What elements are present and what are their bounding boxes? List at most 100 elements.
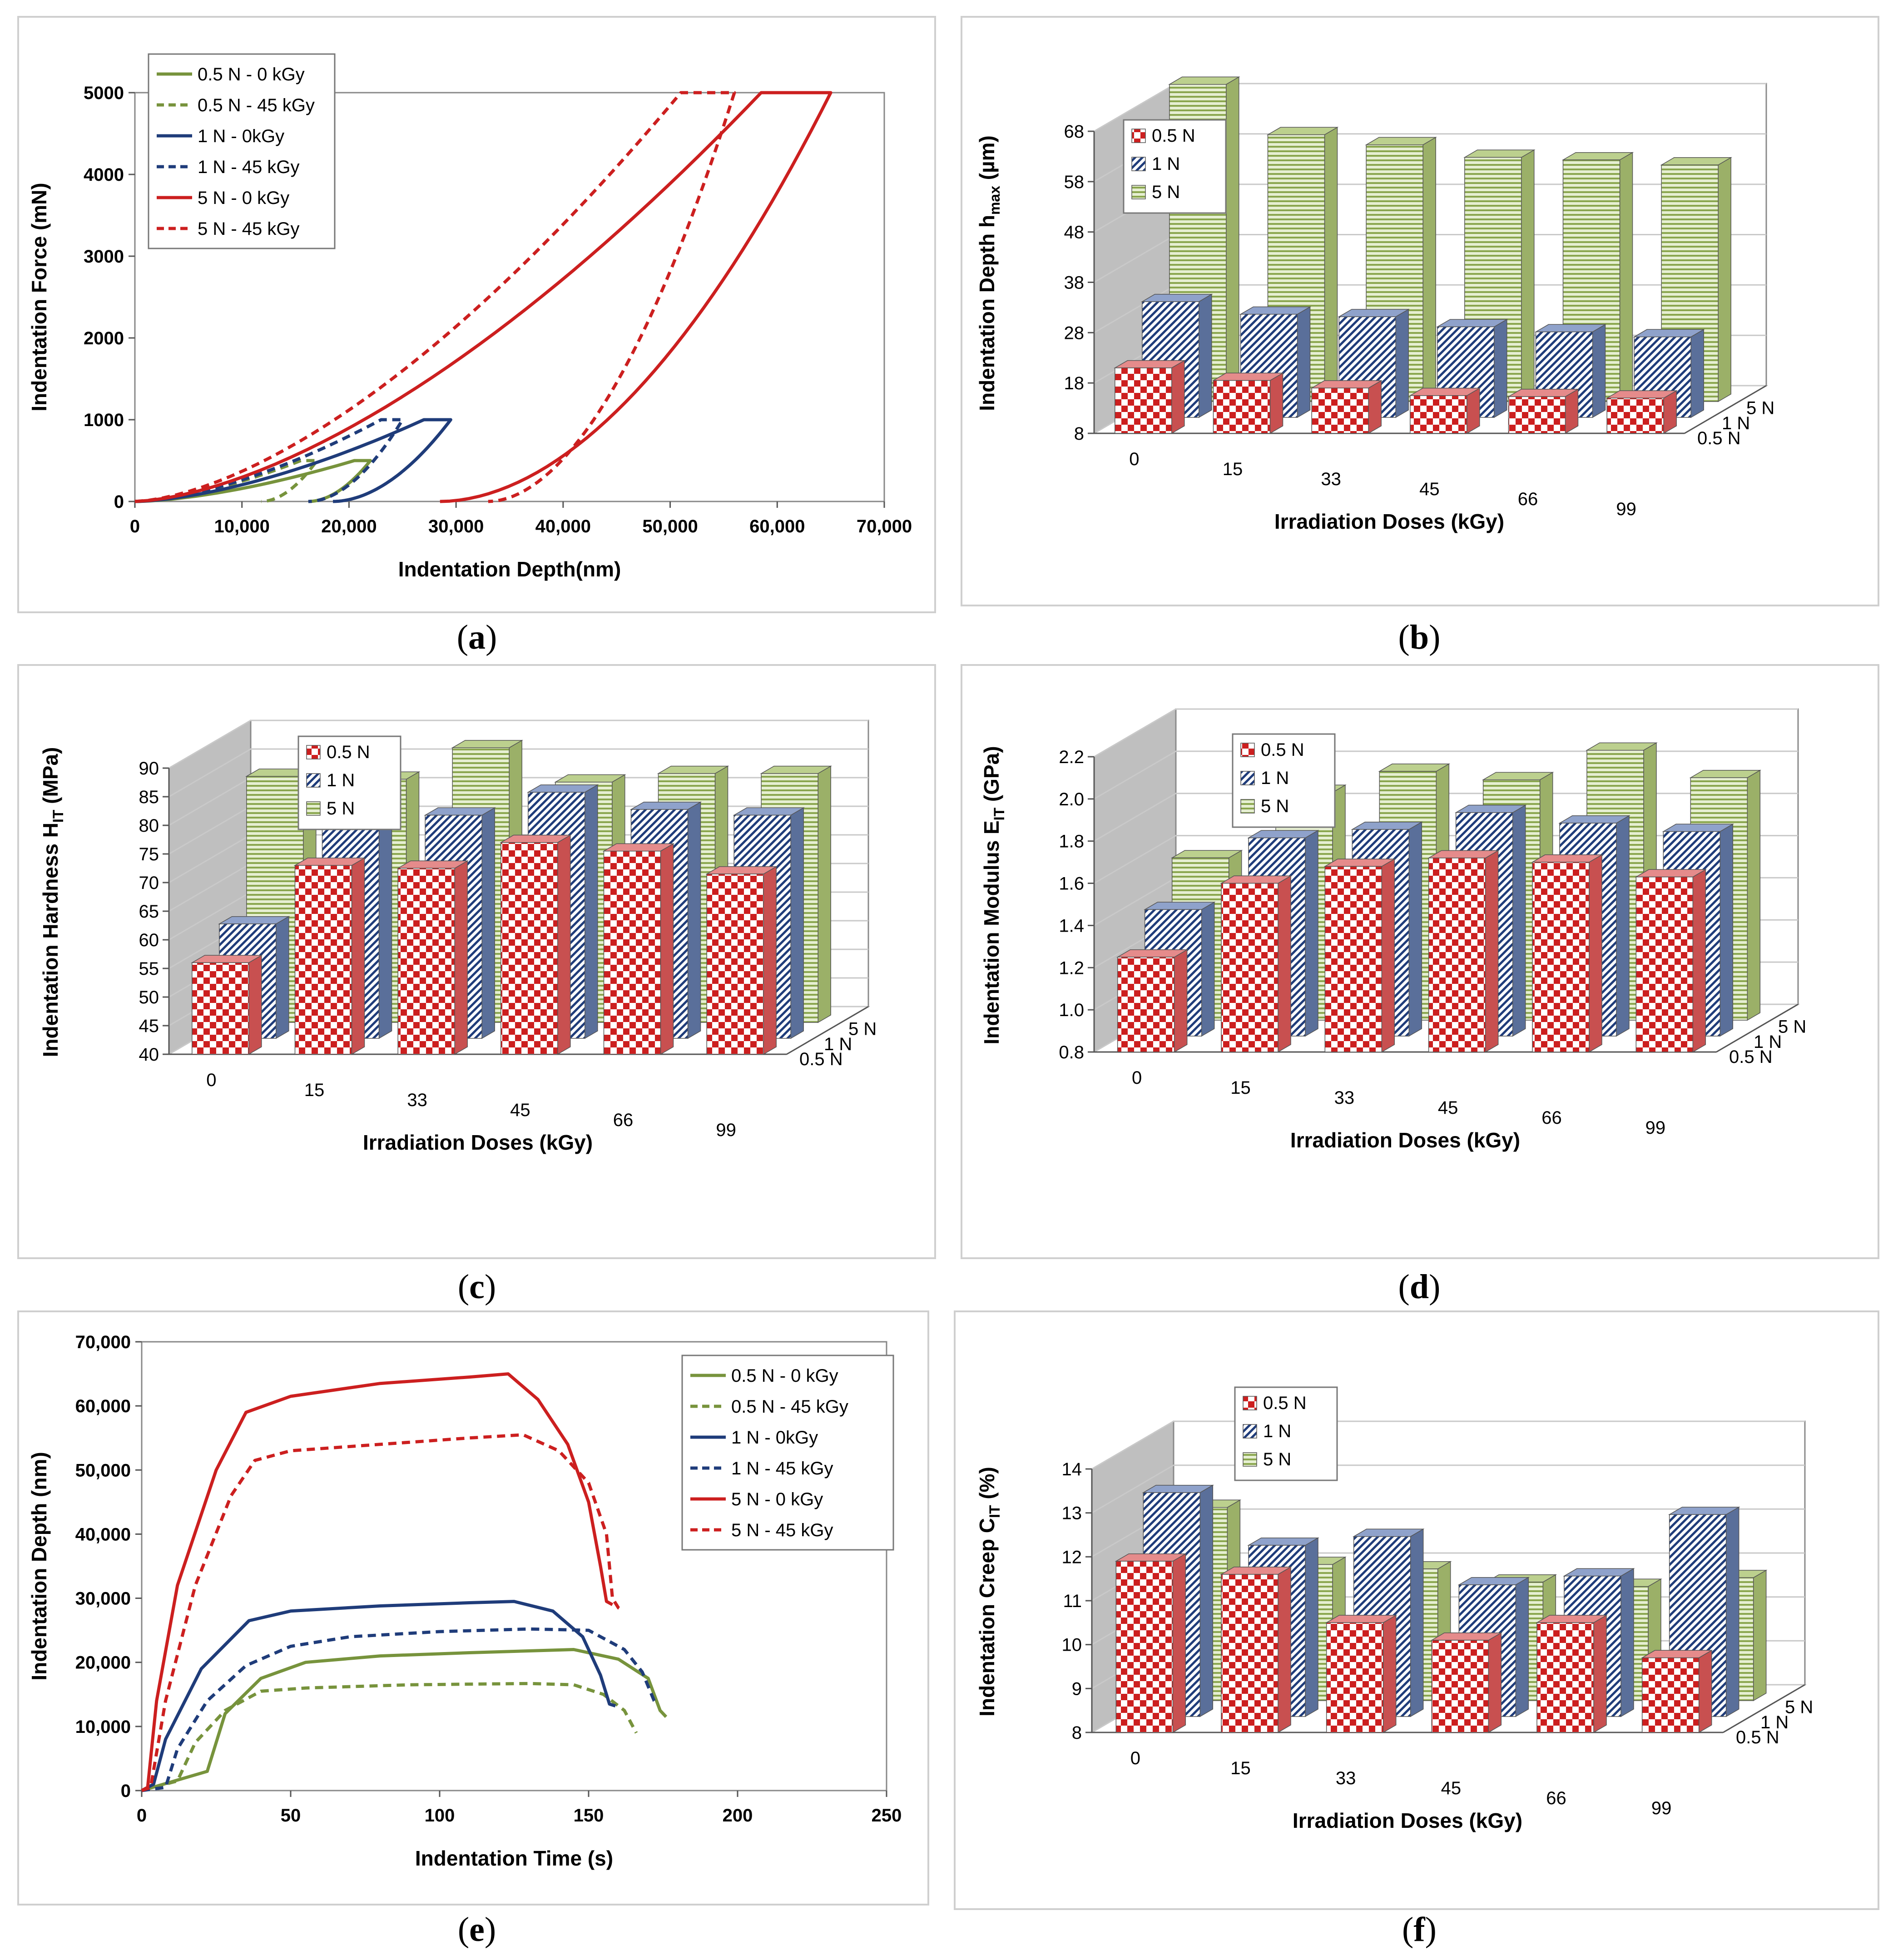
bar-side <box>1410 1528 1424 1717</box>
bar-top <box>554 774 626 783</box>
x-tick-label: 33 <box>407 1090 427 1110</box>
bar-top <box>396 860 469 869</box>
legend-swatch <box>1131 129 1146 143</box>
caption-d: (d) <box>1398 1268 1441 1306</box>
bar-side <box>1616 815 1630 1037</box>
bar-side <box>1589 854 1602 1053</box>
y-axis-title: Indentation Force (mN) <box>27 183 51 411</box>
bar-side <box>1494 318 1507 418</box>
series-line-e <box>141 1600 616 1792</box>
x-tick-label: 250 <box>872 1806 902 1826</box>
depth-label: 0.5 N <box>1697 428 1741 448</box>
y-tick-label: 1.6 <box>1059 874 1084 894</box>
depth-axis-line <box>1716 1003 1799 1053</box>
bar-side <box>1174 949 1188 1053</box>
bar-side <box>1172 1553 1186 1733</box>
x-tick-label: 33 <box>1334 1088 1355 1108</box>
plot-area-e <box>141 1341 887 1791</box>
bar-top <box>218 916 290 924</box>
bar-top <box>1531 854 1603 863</box>
legend-swatch <box>306 773 321 788</box>
x-tick-label: 33 <box>1336 1768 1356 1788</box>
legend-swatch <box>1240 771 1255 785</box>
x-tick-label: 99 <box>1651 1798 1672 1818</box>
legend-label: 1 N <box>1263 1421 1291 1441</box>
bar-front <box>1606 397 1664 434</box>
bar-front <box>1221 1574 1278 1733</box>
bar-top <box>1534 324 1607 332</box>
x-tick-label: 100 <box>425 1806 455 1826</box>
y-axis-title-main: Indentation Depth h <box>975 215 999 411</box>
x-tick-label: 20,000 <box>321 516 377 536</box>
y-axis-title-main: Indentation Creep C <box>975 1518 999 1717</box>
x-tick-label: 150 <box>574 1806 604 1826</box>
bar-f-05N-0 <box>1115 1553 1187 1733</box>
bar-b-05N-99 <box>1606 390 1678 434</box>
caption-b: (b) <box>1398 618 1441 656</box>
legend-box-a <box>148 53 336 249</box>
depth-label: 1 N <box>824 1034 852 1054</box>
y-tick-label: 0 <box>114 492 124 512</box>
y-axis-title: Indentation Hardness HIT (MPa) <box>39 747 66 1057</box>
legend-swatch <box>1240 799 1255 814</box>
y-axis-title: Indentation Modulus EIT (GPa) <box>980 746 1007 1044</box>
bar-top <box>1352 1528 1425 1537</box>
bar-d-05N-33 <box>1323 858 1396 1053</box>
bar-front <box>1428 858 1486 1052</box>
bar-top <box>1660 157 1732 165</box>
x-tick-label: 33 <box>1321 469 1341 489</box>
y-axis-title-sub: IT <box>50 809 66 823</box>
legend-label: 0.5 N - 0 kGy <box>731 1366 838 1386</box>
bar-top <box>191 955 263 963</box>
y-tick-label: 60 <box>139 930 159 950</box>
bar-side <box>1305 829 1318 1037</box>
series-line-a <box>134 91 736 503</box>
bar-front <box>1311 387 1369 434</box>
y-tick-label: 45 <box>139 1016 159 1036</box>
series-line-e <box>141 1433 623 1792</box>
legend-swatch <box>1243 1396 1257 1410</box>
bar-b-05N-0 <box>1114 360 1186 434</box>
depth-label: 0.5 N <box>799 1049 843 1069</box>
x-tick-label: 0 <box>1130 1748 1140 1768</box>
bar-top <box>1409 387 1481 396</box>
x-tick-label: 45 <box>1441 1778 1462 1798</box>
series-line-a <box>134 91 833 503</box>
x-tick-label: 99 <box>1616 499 1636 519</box>
caption-e: (e) <box>457 1910 496 1949</box>
bar-top <box>733 807 805 816</box>
y-tick-label: 80 <box>139 816 159 836</box>
y-axis-title-unit: (MPa) <box>39 747 62 810</box>
bar-side <box>1720 823 1734 1037</box>
bar-side <box>351 857 365 1055</box>
bar-side <box>1593 1614 1607 1733</box>
bar-top <box>1427 850 1500 858</box>
gridline <box>1091 1464 1805 1513</box>
y-tick-label: 2.0 <box>1059 789 1084 809</box>
bar-front <box>1115 367 1172 434</box>
bar-front <box>1508 396 1566 434</box>
x-axis-title: Irradiation Doses (kGy) <box>363 1131 593 1154</box>
bar-b-05N-66 <box>1507 388 1580 434</box>
depth-label: 5 N <box>848 1019 877 1039</box>
y-tick-label: 5000 <box>84 83 124 103</box>
y-tick-label: 50,000 <box>75 1460 131 1480</box>
bar-top <box>1561 152 1634 160</box>
x-tick-label: 30,000 <box>428 516 484 536</box>
y-tick-label: 10,000 <box>75 1717 131 1737</box>
legend-label: 1 N <box>1152 154 1180 174</box>
x-tick-label: 66 <box>1518 489 1538 509</box>
x-tick-label: 15 <box>304 1080 325 1100</box>
bar-side <box>1692 868 1706 1053</box>
legend-label: 0.5 N <box>327 742 370 762</box>
bar-side <box>1690 328 1704 418</box>
bar-c-05N-15 <box>293 857 366 1055</box>
y-tick-label: 11 <box>1063 1591 1082 1611</box>
x-tick-label: 0 <box>130 516 140 536</box>
bar-top <box>629 801 702 810</box>
y-tick-label: 4000 <box>84 165 124 185</box>
y-tick-label: 1.2 <box>1059 958 1084 978</box>
bar-front <box>1326 1622 1384 1733</box>
